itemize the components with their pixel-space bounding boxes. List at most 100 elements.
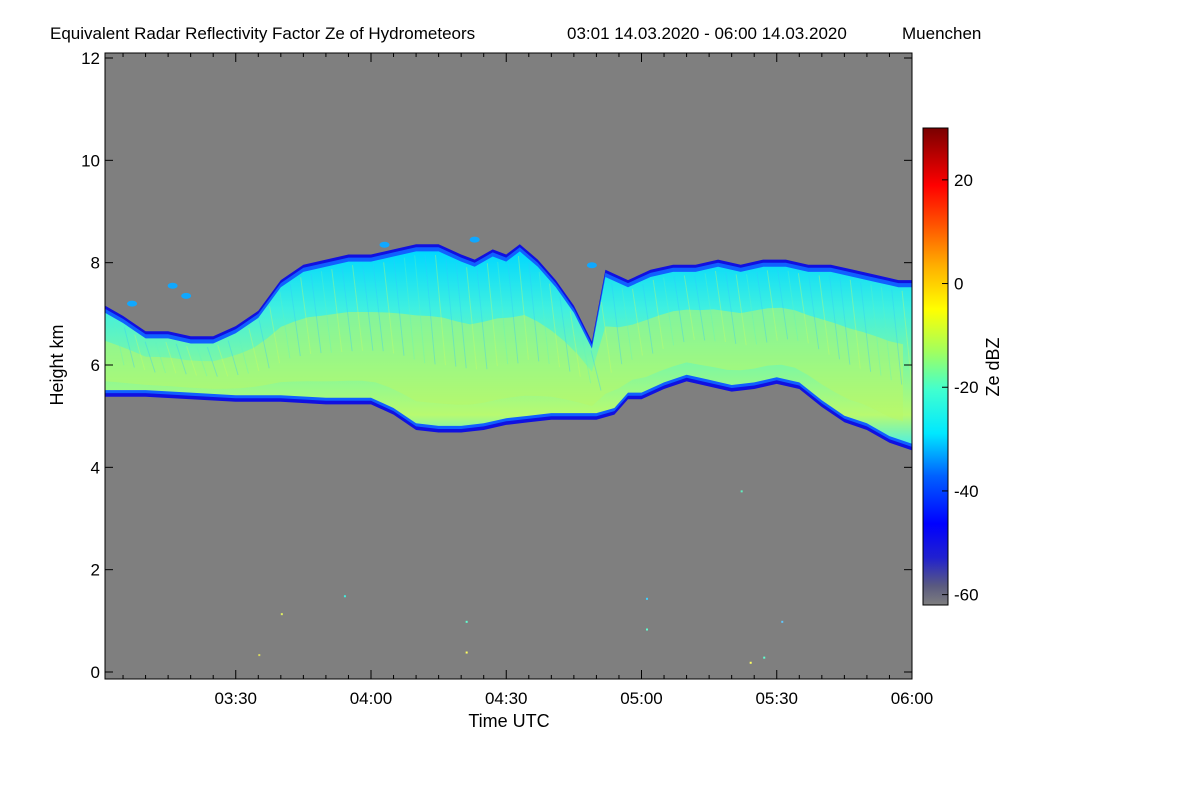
cloud-streak: [714, 270, 726, 343]
cloud-streak: [517, 255, 529, 360]
cloud-streak: [331, 268, 343, 353]
cloud-streak: [600, 301, 612, 373]
y-tick-label: 2: [91, 561, 100, 580]
cloud-streak: [227, 340, 239, 376]
cloud-streak: [466, 267, 478, 370]
cloud-streak: [383, 262, 395, 354]
cloud-streak: [217, 344, 229, 377]
cloud-streak: [455, 262, 467, 369]
noise-speckle: [646, 597, 649, 600]
cloud-streak: [766, 270, 778, 341]
cloud-streak: [134, 334, 146, 371]
cloud-streak: [279, 291, 291, 359]
cloud-streak: [300, 277, 312, 355]
cloud-streak: [269, 306, 281, 364]
cloud-streak: [414, 255, 426, 364]
y-tick-label: 12: [81, 49, 100, 68]
cloud-streak: [580, 329, 592, 384]
noise-speckle: [740, 490, 743, 493]
cloud-streak: [165, 341, 177, 374]
cloud-streak: [476, 269, 488, 370]
y-tick-label: 6: [91, 356, 100, 375]
cloud-streak: [797, 273, 809, 344]
cloud-streak: [611, 283, 623, 365]
plot-frame: [104, 52, 913, 680]
x-tick-label: 06:00: [891, 689, 934, 708]
colorbar-tick-label: -40: [954, 482, 979, 501]
cloud-streak: [155, 341, 166, 374]
y-tick-label: 8: [91, 254, 100, 273]
cloud-fragment: [167, 282, 178, 289]
cloud-fragment: [586, 262, 597, 269]
cloud-streak: [839, 277, 851, 365]
cloud-streak: [196, 346, 208, 377]
cloud-streak: [497, 261, 509, 365]
cloud-core: [105, 307, 903, 422]
colorbar-tick-label: -60: [954, 586, 979, 605]
x-tick-label: 05:00: [620, 689, 663, 708]
cloud-streak: [673, 275, 685, 343]
colorbar-tick-label: 20: [954, 171, 973, 190]
colorbar: [922, 127, 949, 606]
cloud-streak: [725, 272, 737, 344]
cloud-streak: [880, 286, 892, 381]
x-axis-label: Time UTC: [468, 711, 549, 731]
cloud-streak: [258, 320, 270, 369]
cloud-streak: [808, 275, 820, 350]
cloud-streak: [559, 296, 571, 372]
cloud-streak: [735, 274, 747, 346]
cloud-streak: [818, 275, 830, 355]
cloud-streak: [310, 273, 322, 354]
cloud-layer: [105, 236, 912, 664]
cloud-streak: [756, 271, 768, 343]
cloud-streak: [787, 270, 799, 342]
cloud-fragment: [379, 241, 390, 248]
cloud-streak: [445, 258, 457, 367]
cloud-streak: [320, 271, 332, 353]
cloud-streak: [206, 346, 218, 377]
y-tick-label: 0: [91, 663, 100, 682]
colorbar-tick-label: -20: [954, 378, 979, 397]
x-tick-label: 04:30: [485, 689, 528, 708]
cloud-streak: [403, 257, 415, 360]
x-tick-label: 03:30: [214, 689, 257, 708]
noise-speckle: [749, 661, 752, 664]
cloud-streak: [652, 279, 664, 350]
cloud-streak: [549, 283, 561, 368]
cloud-streak: [393, 259, 405, 356]
noise-speckle: [781, 620, 784, 623]
y-tick-label: 10: [81, 151, 100, 170]
cloud-streak: [248, 327, 260, 372]
cloud-streak: [186, 346, 198, 376]
noise-speckle: [646, 628, 649, 631]
cloud-streak: [424, 254, 436, 365]
cloud-streak: [901, 290, 912, 388]
cloud-streak: [144, 341, 156, 373]
x-tick-label: 05:30: [755, 689, 798, 708]
cloud-streak: [683, 275, 695, 340]
cloud-streak: [829, 275, 840, 360]
cloud-streak: [434, 254, 446, 366]
cloud-streak: [891, 289, 903, 385]
colorbar-tick-label: 0: [954, 275, 963, 294]
cloud-streak: [352, 265, 364, 351]
colorbar-label: Ze dBZ: [983, 337, 1003, 396]
x-tick-label: 04:00: [350, 689, 393, 708]
cloud-streak: [642, 283, 654, 354]
noise-speckle: [258, 654, 261, 657]
noise-speckle: [465, 651, 468, 654]
cloud-streak: [704, 273, 716, 342]
cloud-streak: [621, 288, 633, 360]
cloud-streak: [372, 264, 384, 352]
cloud-streak: [694, 275, 706, 341]
cloud-streak: [538, 271, 550, 364]
cloud-streak: [569, 311, 581, 377]
cloud-streak: [849, 279, 861, 369]
cloud-streak: [860, 282, 872, 372]
cloud-streak: [237, 334, 249, 374]
cloud-streak: [175, 343, 187, 375]
cloud-streak: [289, 284, 301, 357]
cloud-fragment: [181, 292, 192, 299]
chart-time-range: 03:01 14.03.2020 - 06:00 14.03.2020: [567, 24, 847, 43]
